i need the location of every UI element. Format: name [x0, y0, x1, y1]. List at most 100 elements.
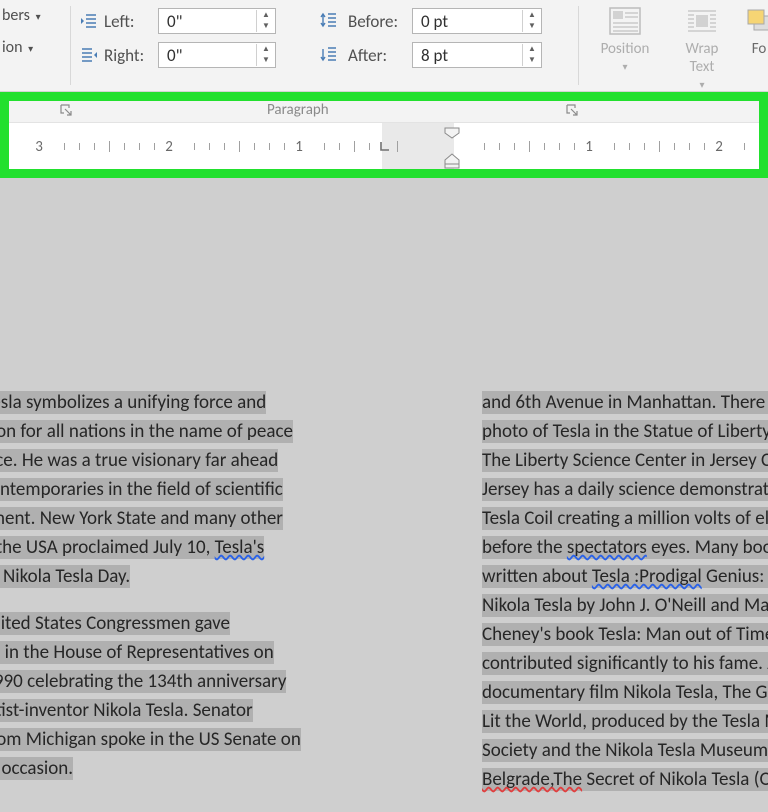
chevron-down-icon: ▾	[590, 60, 660, 73]
spin-down-icon[interactable]: ▼	[257, 55, 275, 66]
text-line: science. He was a true visionary far ahe…	[0, 449, 278, 472]
indent-right-row: Right: 0" ▲▼	[80, 40, 276, 70]
indent-right-input[interactable]: 0" ▲▼	[158, 42, 276, 68]
ruler-tick	[194, 143, 195, 150]
ruler-number: 1	[295, 138, 303, 156]
ruler-tick-mid	[529, 141, 530, 152]
ruler-tick-mid	[659, 141, 660, 152]
spin-up-icon[interactable]: ▲	[257, 44, 275, 55]
ruler-tick	[369, 143, 370, 150]
chevron-down-icon: ▾	[36, 10, 41, 23]
ruler-tick	[704, 143, 705, 150]
spacing-after-input[interactable]: 8 pt ▲▼	[412, 42, 542, 68]
text-line: hday- Nikola Tesla Day.	[0, 565, 130, 588]
spacing-before-label: Before:	[348, 11, 406, 32]
ruler-number: 3	[35, 138, 43, 156]
ruler-tick	[499, 143, 500, 150]
indent-right-label: Right:	[104, 45, 152, 66]
separator	[70, 6, 71, 85]
text-line: Nikola Tesla by John J. O'Neill and Marg…	[482, 594, 768, 617]
wrap-text-icon	[685, 6, 719, 36]
text-line: photo of Tesla in the Statue of Liberty …	[482, 420, 768, 443]
spacing-before-row: Before: 0 pt ▲▼	[320, 6, 542, 36]
wrap-label-1: Wrap	[686, 40, 719, 58]
text-line: The Liberty Science Center in Jersey Cit…	[482, 449, 768, 472]
spinner-buttons[interactable]: ▲▼	[522, 10, 541, 32]
dialog-launcher-icon[interactable]	[59, 103, 73, 117]
drop-label: bers	[2, 6, 30, 25]
drop-label: ion	[2, 38, 23, 57]
paragraph-3[interactable]: and 6th Avenue in Manhattan. There is a …	[482, 388, 768, 794]
ruler-number: 1	[585, 138, 593, 156]
ruler-tick	[209, 143, 210, 150]
spinner-buttons[interactable]: ▲▼	[256, 44, 275, 66]
spacing-before-input[interactable]: 0 pt ▲▼	[412, 8, 542, 34]
text-line: Lit the World, produced by the Tesla Mem…	[482, 710, 768, 733]
ruler-tick	[544, 143, 545, 150]
spin-down-icon[interactable]: ▼	[523, 55, 541, 66]
text-line: his contemporaries in the field of scien…	[0, 478, 283, 501]
text-line: Jersey has a daily science demonstration…	[482, 478, 768, 501]
separator	[578, 6, 579, 85]
spin-up-icon[interactable]: ▲	[257, 10, 275, 21]
indent-left-label: Left:	[104, 11, 152, 32]
ruler-tick	[154, 143, 155, 150]
ruler-tick	[744, 143, 745, 150]
ruler-tick	[574, 143, 575, 150]
tutorial-highlight: Paragraph 32112	[0, 92, 768, 178]
text-line: Cheney's book Tesla: Man out of Time has	[482, 623, 768, 646]
indent-left-value: 0"	[159, 11, 256, 32]
chevron-down-icon: ▾	[674, 78, 730, 91]
indent-left-icon	[80, 13, 98, 29]
ribbon-drop-numbers[interactable]: bers ▾	[2, 6, 41, 25]
spin-up-icon[interactable]: ▲	[523, 10, 541, 21]
spin-down-icon[interactable]: ▼	[257, 21, 275, 32]
text-line: elopment. New York State and many other	[0, 507, 283, 530]
ruler-tick	[94, 143, 95, 150]
text-line: ola Tesla symbolizes a unifying force an…	[0, 391, 266, 414]
ruler-tick	[484, 143, 485, 150]
ribbon-drop-ion[interactable]: ion ▾	[2, 38, 33, 57]
wrap-text-button[interactable]: Wrap Text ▾	[674, 6, 730, 91]
hanging-indent-marker[interactable]	[444, 153, 460, 169]
text-grammar-error: Tesla :Prodigal	[592, 565, 702, 588]
text-line: Genius: The Li	[702, 565, 768, 588]
first-line-indent-marker[interactable]	[444, 125, 460, 144]
ruler-tick	[254, 143, 255, 150]
ruler-tick-mid	[354, 141, 355, 152]
spacing-after-icon	[320, 46, 338, 64]
position-button[interactable]: Position ▾	[590, 6, 660, 73]
text-line: same occasion.	[0, 757, 73, 780]
ruler-tab-selector[interactable]	[378, 139, 392, 158]
spacing-after-label: After:	[348, 45, 406, 66]
text-line: 10, 1990 celebrating the 134th anniversa…	[0, 670, 286, 693]
text-line: es in the USA proclaimed July 10,	[0, 536, 215, 559]
ruler-tick-mid	[109, 141, 110, 152]
horizontal-ruler[interactable]: 32112	[9, 123, 759, 169]
wrap-label-2: Text	[690, 58, 715, 76]
text-line: contributed significantly to his fame. A	[482, 652, 768, 675]
ruler-track: 32112	[9, 123, 759, 169]
spin-up-icon[interactable]: ▲	[523, 44, 541, 55]
group-label-paragraph: Paragraph	[267, 101, 329, 119]
chevron-down-icon: ▾	[28, 42, 33, 55]
forward-button-partial[interactable]: Fo	[744, 6, 768, 58]
ruler-tick	[614, 143, 615, 150]
spin-down-icon[interactable]: ▼	[523, 21, 541, 32]
text-line: piration for all nations in the name of …	[0, 420, 293, 443]
spinner-buttons[interactable]: ▲▼	[256, 10, 275, 32]
ruler-number: 2	[715, 138, 723, 156]
text-line: ine from Michigan spoke in the US Senate…	[0, 728, 301, 751]
indent-right-value: 0"	[159, 45, 256, 66]
spinner-buttons[interactable]: ▲▼	[522, 44, 541, 66]
text-line: documentary film Nikola Tesla, The Geniu…	[482, 681, 768, 704]
dialog-launcher-icon[interactable]	[565, 103, 579, 117]
ruler-tick	[139, 143, 140, 150]
position-label: Position	[590, 40, 660, 58]
ruler-tick-mid	[239, 141, 240, 152]
ruler-tick	[284, 143, 285, 150]
indent-left-input[interactable]: 0" ▲▼	[158, 8, 276, 34]
paragraph-1[interactable]: ola Tesla symbolizes a unifying force an…	[0, 388, 350, 591]
ruler-tick	[124, 143, 125, 150]
paragraph-2[interactable]: ny United States Congressmen gave eches …	[0, 609, 350, 783]
